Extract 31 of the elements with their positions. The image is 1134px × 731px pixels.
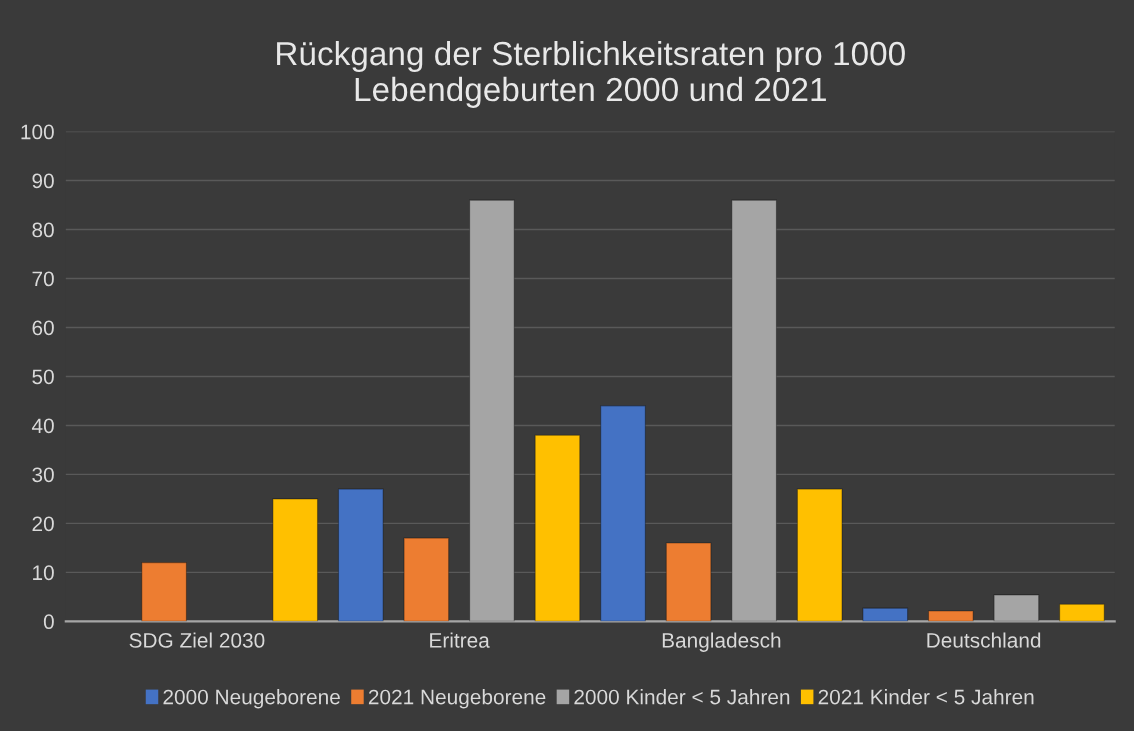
x-tick-label: Eritrea (430, 632, 490, 648)
y-tick-label: 10 (33, 565, 54, 581)
y-tick-label: 20 (32, 516, 54, 532)
bar (403, 537, 450, 622)
bar (862, 607, 909, 622)
y-tick-label: 40 (31, 418, 54, 434)
bar (665, 542, 712, 622)
legend-label: 2000 Neugeborene (163, 689, 340, 709)
y-tick-label: 80 (32, 222, 54, 238)
y-tick-label: 30 (32, 467, 54, 483)
bar (141, 562, 187, 622)
x-tick-label: SDG Ziel 2030 (129, 632, 265, 648)
bar (927, 610, 974, 622)
y-tick-label: 50 (32, 369, 54, 385)
legend-label: 2021 Neugeborene (368, 689, 546, 709)
chart-title: Rückgang der Sterblichkeitsraten pro 1000 Lebendgeburten 2000 und 2021 (277, 40, 905, 108)
legend-label: 2021 Kinder < 5 Jahren (818, 689, 1034, 705)
x-tick-label: Bangladesch (662, 632, 781, 652)
x-tick-label: Deutschland (927, 632, 1041, 648)
bar (600, 405, 646, 622)
y-tick-label: 100 (21, 124, 54, 140)
y-tick-label: 90 (32, 173, 54, 189)
y-tick-label: 0 (43, 614, 54, 630)
legend-label: 2000 Kinder < 5 Jahren (574, 689, 790, 705)
y-tick-label: 70 (32, 271, 54, 287)
bar (1059, 603, 1105, 622)
bar (796, 488, 843, 622)
y-tick-label: 60 (32, 320, 54, 336)
bar (272, 498, 319, 622)
bar (337, 488, 384, 622)
bar (534, 434, 581, 622)
